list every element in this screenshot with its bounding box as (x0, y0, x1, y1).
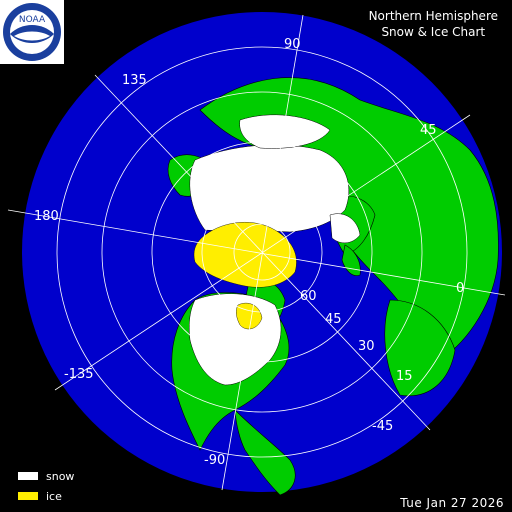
longitude-label: -135 (64, 367, 94, 382)
snow-europe-russia (239, 114, 331, 149)
longitude-label: 180 (34, 209, 59, 224)
longitude-label: 135 (122, 73, 147, 88)
noaa-logo-graphic: NOAA (3, 3, 61, 61)
latitude-circle-45 (151, 141, 373, 363)
ice-hudson-bay (236, 302, 263, 330)
meridian-45 (54, 114, 471, 391)
snow-scandinavia (329, 213, 361, 244)
landmass-central-america (234, 409, 296, 496)
sea-ice (193, 222, 297, 330)
chart-title: Northern Hemisphere Snow & Ice Chart (369, 8, 498, 40)
legend: snow ice (18, 466, 74, 506)
latitude-circle-75 (233, 223, 291, 281)
latitude-label: 30 (358, 339, 375, 354)
landmass-africa (384, 299, 456, 397)
legend-item-ice: ice (18, 486, 74, 506)
latitude-circle-15 (56, 46, 468, 458)
latitude-label: 15 (396, 369, 413, 384)
legend-item-snow: snow (18, 466, 74, 486)
legend-label-snow: snow (46, 469, 75, 483)
title-line-1: Northern Hemisphere (368, 9, 498, 23)
snow-swatch (18, 472, 38, 480)
latitude-label: 60 (300, 289, 317, 304)
latitude-label: 45 (325, 312, 342, 327)
legend-label-ice: ice (46, 489, 62, 503)
latitude-circle-30 (101, 91, 423, 413)
svg-text:NOAA: NOAA (19, 15, 46, 25)
graticule (7, 14, 506, 491)
ice-arctic-ocean (193, 222, 297, 288)
chart-date: Tue Jan 27 2026 (400, 496, 504, 510)
snow-siberia (189, 144, 350, 233)
longitude-label: -45 (372, 419, 393, 434)
meridian-180 (7, 209, 506, 296)
noaa-logo: NOAA (0, 0, 64, 64)
graticule-labels: 90 135 45 180 0 -135 -45 -90 60 45 30 15 (34, 37, 464, 468)
longitude-label: 0 (456, 281, 464, 296)
latitude-circle-60 (201, 191, 323, 313)
longitude-label: -90 (204, 453, 225, 468)
longitude-label: 90 (284, 37, 301, 52)
longitude-label: 45 (420, 123, 437, 138)
title-line-2: Snow & Ice Chart (381, 25, 486, 39)
ice-swatch (18, 492, 38, 500)
